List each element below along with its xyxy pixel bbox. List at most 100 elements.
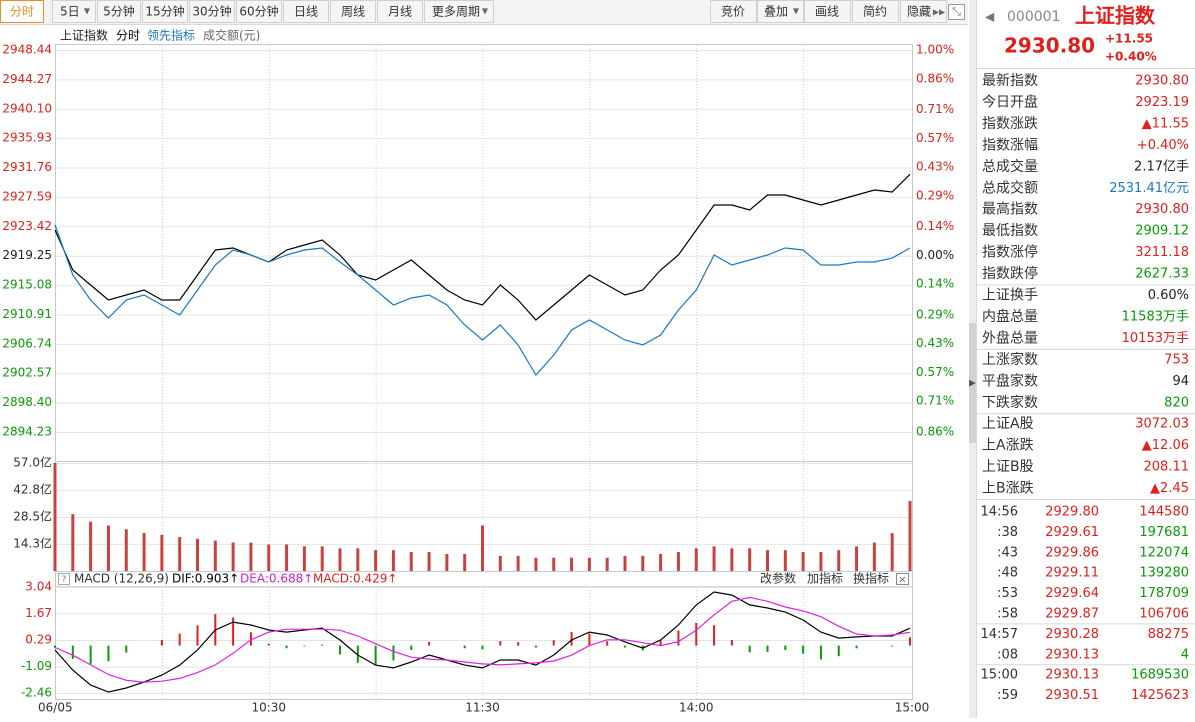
y2-tick-label: 0.71% — [916, 102, 954, 116]
x-tick-label: 15:00 — [895, 701, 930, 715]
y-tick-label: 14.3亿 — [13, 535, 52, 550]
volume-bar — [392, 550, 395, 571]
dropdown-arrow[interactable]: ▼ — [482, 7, 489, 16]
stat-value: 2.17亿手 — [1134, 159, 1189, 174]
stat-value: 94 — [1172, 374, 1189, 389]
volume-bar — [71, 514, 74, 571]
period-label[interactable]: 月线 — [388, 5, 412, 19]
indicator-button[interactable]: 换指标 — [853, 571, 889, 586]
trade-volume: 106706 — [1139, 607, 1189, 622]
y2-tick-label: 0.29% — [916, 307, 954, 321]
trade-volume: 122074 — [1139, 545, 1189, 560]
tool-label[interactable]: 画线 — [815, 5, 839, 19]
legend-item: 分时 — [116, 29, 140, 43]
macd-bar — [410, 646, 412, 650]
volume-bar — [695, 548, 698, 571]
y-tick-label: 2902.57 — [2, 366, 52, 380]
stat-label: 上B涨跌 — [982, 481, 1034, 497]
macd-bar — [339, 646, 341, 655]
y-tick-label: 2935.93 — [2, 131, 52, 145]
period-label[interactable]: 5分钟 — [103, 4, 135, 19]
period-label[interactable]: 更多周期 — [432, 5, 480, 19]
y2-tick-label: 0.57% — [916, 365, 954, 379]
dropdown-arrow[interactable]: ▼ — [793, 7, 800, 16]
y-tick-label: 2923.42 — [2, 219, 52, 233]
y-tick-label: 2915.08 — [2, 278, 52, 292]
quote-change-pct: +0.40% — [1105, 50, 1157, 64]
period-label[interactable]: 日线 — [294, 5, 318, 19]
macd-bar — [197, 625, 199, 645]
quote-name: 上证指数 — [1075, 4, 1156, 28]
trade-price: 2929.64 — [1045, 586, 1099, 601]
indicator-close-x[interactable]: × — [898, 575, 906, 586]
trade-volume: 88275 — [1148, 627, 1189, 642]
macd-bar — [749, 646, 751, 653]
volume-bar — [107, 526, 110, 571]
y-tick-label: 2944.27 — [2, 72, 52, 86]
x-tick-label: 11:30 — [465, 701, 500, 715]
prev-arrow[interactable]: ◀ — [985, 10, 995, 24]
quote-code: 000001 — [1007, 9, 1060, 25]
macd-bar — [286, 646, 288, 649]
period-label[interactable]: 周线 — [341, 5, 365, 19]
trade-time: 14:57 — [981, 627, 1018, 642]
tool-label[interactable]: 简约 — [863, 4, 887, 19]
volume-bar — [837, 550, 840, 571]
stat-value: 2923.19 — [1135, 95, 1189, 110]
macd-bar — [571, 632, 573, 646]
macd-bar — [268, 644, 270, 646]
indicator-button[interactable]: 加指标 — [807, 571, 843, 586]
y-tick-label: 2898.40 — [2, 395, 52, 409]
volume-bar — [178, 537, 181, 571]
macd-bar — [802, 646, 804, 654]
volume-bar — [909, 501, 912, 571]
period-label[interactable]: 60分钟 — [239, 4, 278, 19]
trade-price: 2930.51 — [1045, 688, 1099, 703]
macd-bar — [820, 646, 822, 660]
volume-bar — [428, 552, 431, 571]
y2-tick-label: 0.14% — [916, 219, 954, 233]
macd-bar — [856, 646, 858, 649]
y2-tick-label: 0.14% — [916, 277, 954, 291]
volume-bar — [463, 554, 466, 571]
stat-label: 上涨家数 — [982, 351, 1038, 368]
volume-bar — [285, 544, 288, 571]
y2-tick-label: 0.43% — [916, 336, 954, 350]
stat-value: 0.60% — [1148, 288, 1189, 303]
y2-tick-label: 0.86% — [916, 71, 954, 85]
stat-label: 最低指数 — [982, 223, 1038, 239]
indicator-button[interactable]: 改参数 — [760, 571, 796, 586]
stat-value: 2930.80 — [1135, 74, 1189, 89]
trade-time: :53 — [997, 586, 1018, 601]
volume-bar — [659, 554, 662, 571]
trade-time: :48 — [997, 566, 1018, 581]
period-label[interactable]: 15分钟 — [145, 4, 184, 19]
volume-bar — [766, 550, 769, 571]
volume-bar — [534, 558, 537, 571]
macd-bar — [392, 646, 394, 661]
dropdown-arrow[interactable]: ▼ — [84, 7, 91, 16]
close-icon[interactable]: ⤡ — [952, 5, 961, 18]
trade-time: :59 — [997, 688, 1018, 703]
macd-readout: MACD:0.429↑ — [313, 572, 397, 586]
expand-arrow[interactable]: ▶▶ — [933, 8, 946, 17]
volume-bar — [713, 546, 716, 571]
tool-label[interactable]: 竞价 — [721, 5, 745, 19]
period-label[interactable]: 分时 — [10, 5, 34, 19]
y-tick-label: -2.46 — [21, 686, 52, 700]
legend-item: 成交额(元) — [203, 28, 260, 43]
stat-value: 2627.33 — [1135, 267, 1189, 282]
stat-label: 平盘家数 — [982, 372, 1038, 389]
collapse-arrow: ▶ — [969, 379, 976, 389]
volume-bar — [445, 554, 448, 571]
price-frame — [56, 45, 913, 462]
stat-value: ▲11.55 — [1142, 116, 1189, 131]
tool-label[interactable]: 隐藏 — [907, 5, 931, 19]
trade-price: 2930.13 — [1045, 647, 1099, 662]
help-mark[interactable]: ? — [62, 575, 67, 585]
period-label[interactable]: 30分钟 — [192, 4, 231, 19]
tool-label[interactable]: 叠加 — [764, 5, 788, 19]
period-label[interactable]: 5日 — [60, 5, 80, 19]
volume-bar — [730, 548, 733, 571]
trade-volume: 144580 — [1139, 505, 1189, 520]
